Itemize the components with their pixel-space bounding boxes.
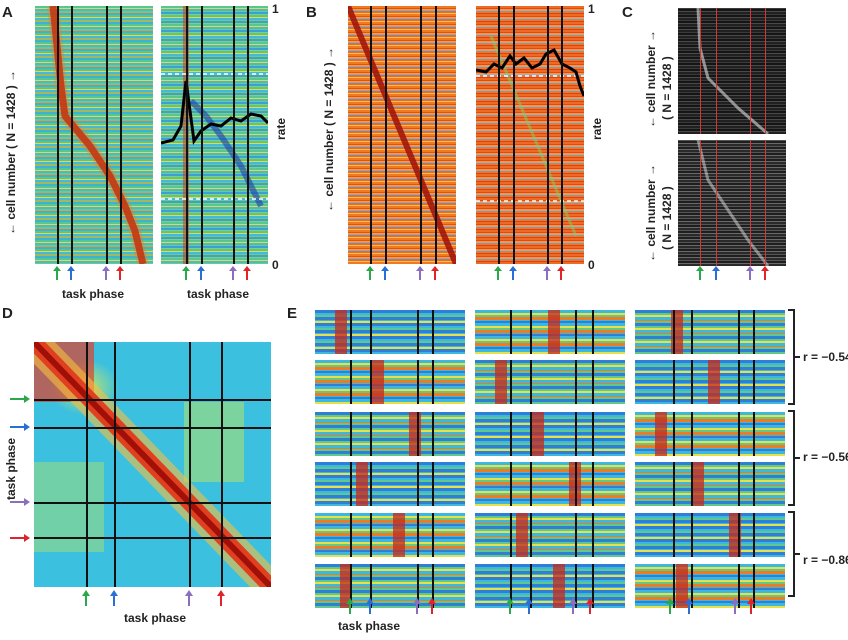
panel-e-brackets: [788, 309, 800, 597]
panel-d-x-arrows: [82, 590, 225, 606]
panel-a-heatmap-rate: [161, 6, 268, 264]
panel-b-diagonal: [348, 6, 456, 264]
panel-a-rate-label: rate: [274, 117, 288, 140]
panel-e-heatmap: [635, 513, 785, 557]
panel-b-rate-min: 0: [588, 258, 595, 272]
panel-a-diagonal: [47, 6, 149, 264]
panel-e-heatmap: [635, 310, 785, 354]
panel-a-xlabel-1: task phase: [62, 287, 125, 301]
panel-e-heatmap: [315, 462, 465, 506]
panel-c-grayscale-bottom: [678, 140, 786, 266]
panel-e-heatmap: [315, 310, 465, 354]
panel-b-arrows: [366, 266, 565, 280]
panel-a-rate-max: 1: [272, 2, 279, 16]
panel-d-diagonal: [34, 342, 271, 587]
panel-e-heatmap: [475, 310, 625, 354]
panel-c-ylabel-bot: ← cell number →: [644, 163, 658, 262]
panel-e-label: E: [287, 305, 298, 322]
panel-e-heatmap: [635, 462, 785, 506]
panel-e-heatmap: [315, 513, 465, 557]
panel-e-r2: r = −0.56: [803, 450, 848, 464]
panel-e-heatmap: [475, 360, 625, 404]
panel-d-y-arrows: [10, 395, 30, 542]
panel-b-heatmap-sorted: [348, 6, 456, 264]
panel-a-xlabel-2: task phase: [187, 287, 250, 301]
panel-d-correlation-matrix: [34, 342, 271, 587]
panel-c-ylabel-bot-n: ( N = 1428 ): [660, 186, 674, 250]
panel-b-rate-label: rate: [590, 117, 604, 140]
panel-e-r3: r = −0.86: [803, 553, 848, 567]
panel-c-ylabel-top: ← cell number →: [644, 29, 658, 128]
panel-e-heatmap: [475, 412, 625, 456]
panel-b-rate-curve: [476, 35, 584, 237]
panel-a-heatmap-sorted: [35, 6, 153, 264]
panel-e-heatmap: [635, 564, 785, 608]
panel-e-heatmap: [315, 360, 465, 404]
panel-e-r1: r = −0.54: [803, 350, 848, 364]
panel-e-heatmap: [635, 412, 785, 456]
panel-d-ylabel: task phase: [4, 437, 18, 500]
panel-e-arrows: [346, 598, 755, 614]
panel-e-heatmap: [635, 360, 785, 404]
panel-a-rate-curve: [161, 73, 268, 208]
panel-a-arrows: [53, 266, 251, 280]
panel-b-label: B: [306, 4, 317, 21]
panel-a-ylabel: ← cell number ( N = 1428 ) →: [4, 69, 18, 235]
panel-c-ylabel-top-n: ( N = 1428 ): [660, 56, 674, 120]
panel-c-label: C: [622, 4, 633, 21]
panel-e-heatmap: [475, 564, 625, 608]
panel-a-label: A: [2, 4, 13, 21]
panel-e-heatmap: [315, 412, 465, 456]
panel-a-rate-min: 0: [272, 258, 279, 272]
panel-e-heatmap: [475, 513, 625, 557]
panel-b-rate-max: 1: [588, 2, 595, 16]
panel-b-ylabel: ← cell number ( N = 1428 ) →: [322, 46, 336, 212]
panel-c-arrows: [696, 266, 769, 280]
panel-b-heatmap-rate: [476, 6, 584, 264]
panel-e-xlabel: task phase: [338, 619, 401, 633]
panel-e-heatmap: [315, 564, 465, 608]
panel-d-label: D: [2, 305, 13, 322]
panel-e-heatmap: [475, 462, 625, 506]
panel-c-grayscale-top: [678, 8, 786, 134]
panel-d-xlabel: task phase: [124, 611, 187, 625]
